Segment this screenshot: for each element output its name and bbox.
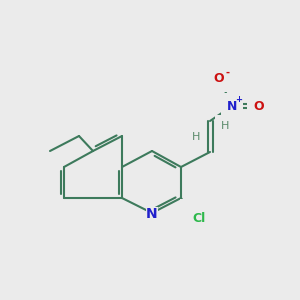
- Text: +: +: [236, 95, 242, 104]
- Text: O: O: [254, 100, 264, 112]
- Text: Cl: Cl: [192, 212, 206, 224]
- Text: H: H: [221, 121, 229, 131]
- Text: O: O: [214, 73, 224, 85]
- Text: N: N: [227, 100, 237, 112]
- Text: -: -: [225, 68, 229, 78]
- Text: N: N: [146, 207, 158, 221]
- Text: H: H: [192, 132, 200, 142]
